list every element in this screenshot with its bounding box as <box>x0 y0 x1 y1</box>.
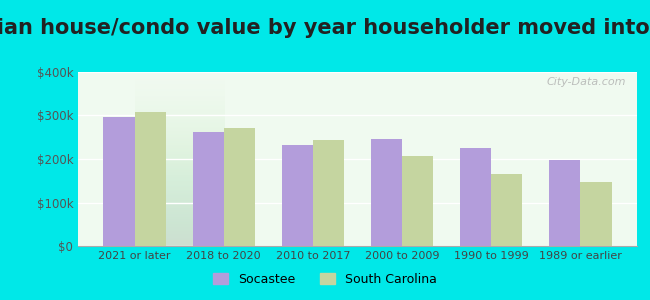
Text: Median house/condo value by year householder moved into unit: Median house/condo value by year househo… <box>0 18 650 38</box>
Bar <box>313 140 344 246</box>
Bar <box>580 182 612 246</box>
Bar <box>192 133 224 246</box>
Bar <box>549 160 580 246</box>
Bar <box>281 145 313 246</box>
Bar <box>402 155 434 246</box>
Bar <box>103 117 135 246</box>
Bar <box>371 139 402 246</box>
Bar <box>460 148 491 246</box>
Bar <box>224 128 255 246</box>
Legend: Socastee, South Carolina: Socastee, South Carolina <box>208 268 442 291</box>
Bar <box>135 112 166 246</box>
Text: City-Data.com: City-Data.com <box>546 77 626 87</box>
Bar <box>491 174 523 246</box>
